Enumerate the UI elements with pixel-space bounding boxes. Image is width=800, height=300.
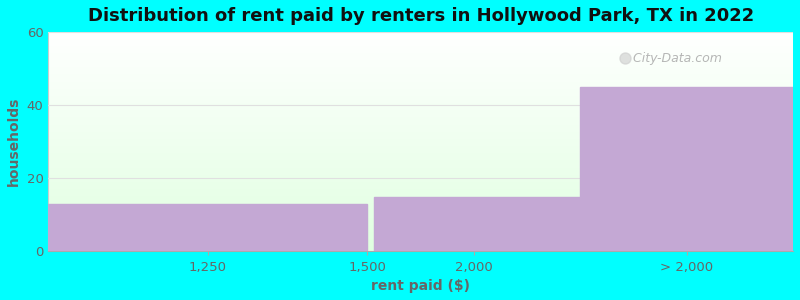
X-axis label: rent paid ($): rent paid ($) (371, 279, 470, 293)
Bar (580, 87, 793, 251)
Y-axis label: households: households (7, 97, 21, 187)
Text: City-Data.com: City-Data.com (629, 52, 722, 65)
Title: Distribution of rent paid by renters in Hollywood Park, TX in 2022: Distribution of rent paid by renters in … (87, 7, 754, 25)
Bar (374, 196, 580, 251)
Bar (48, 204, 367, 251)
